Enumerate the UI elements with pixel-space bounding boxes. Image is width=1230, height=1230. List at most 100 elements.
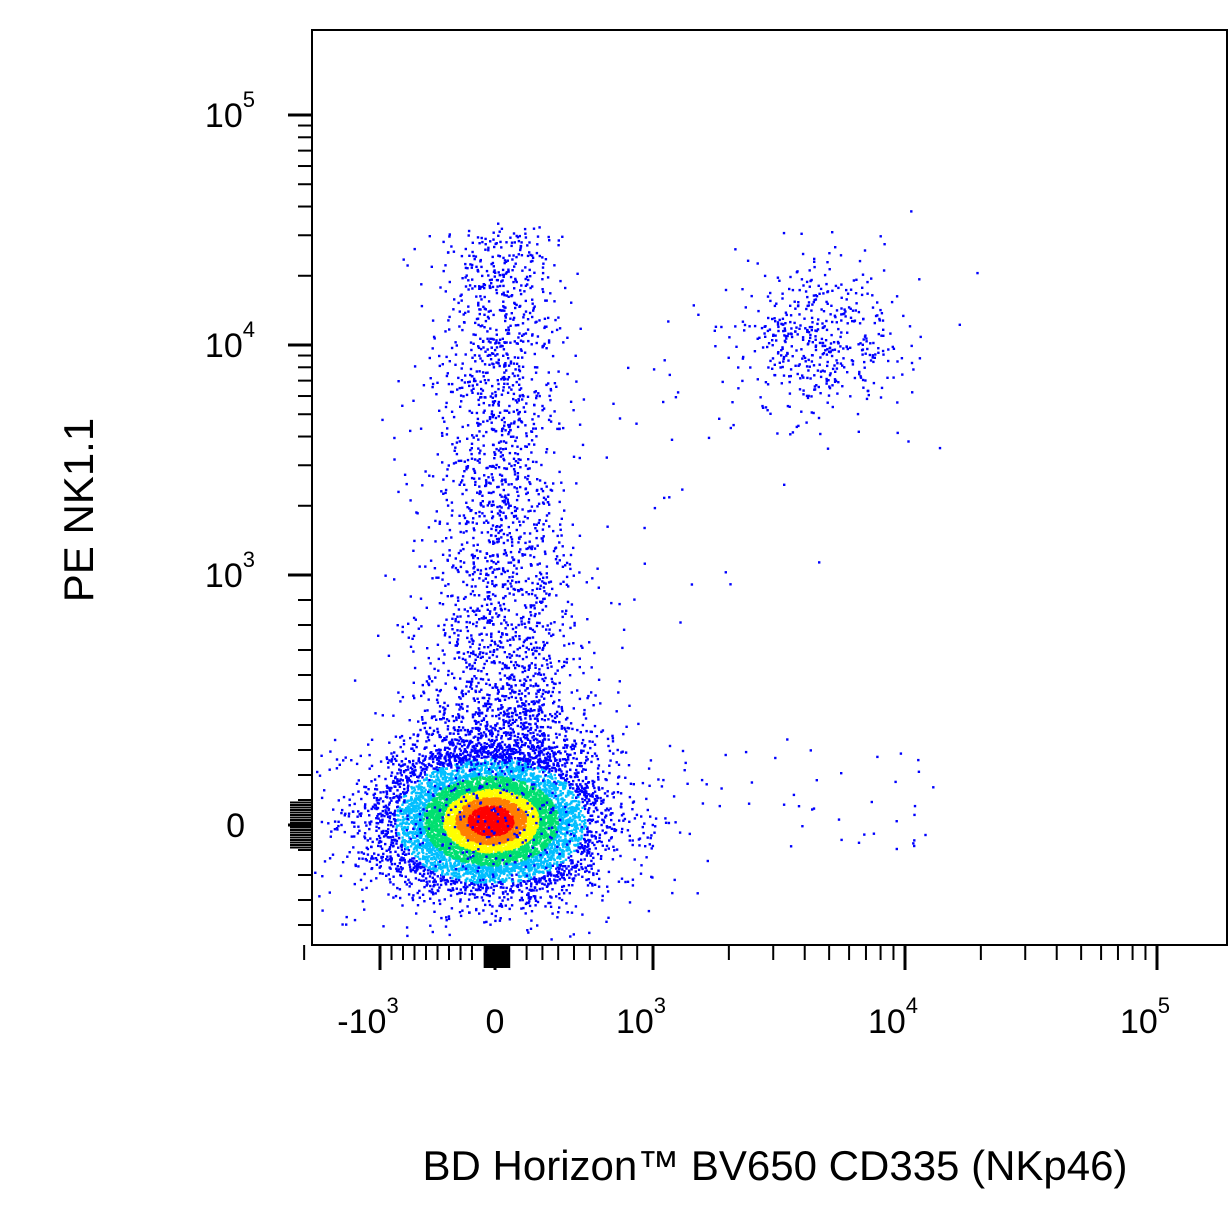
event-dot <box>416 838 420 842</box>
event-dot <box>395 867 398 870</box>
event-dot <box>491 766 494 769</box>
event-dot <box>478 727 481 730</box>
event-dot <box>507 773 510 776</box>
event-dot <box>422 851 425 855</box>
event-dot <box>483 862 487 865</box>
event-dot <box>430 775 433 778</box>
event-dot <box>522 868 526 871</box>
event-dot <box>587 878 590 881</box>
event-dot <box>434 804 438 808</box>
event-dot <box>461 862 464 865</box>
event-dot <box>631 808 634 811</box>
event-dot <box>565 828 569 832</box>
event-dot <box>435 791 438 794</box>
event-dot <box>467 871 470 874</box>
event-dot <box>430 779 433 782</box>
event-dot <box>405 810 408 813</box>
event-dot <box>506 859 509 863</box>
event-dot <box>437 840 440 843</box>
event-dot <box>513 747 516 751</box>
event-dot <box>529 867 532 871</box>
event-dot <box>483 921 486 924</box>
event-dot <box>491 751 494 754</box>
event-dot <box>590 830 593 834</box>
event-dot <box>448 844 451 848</box>
event-dot <box>552 834 555 837</box>
event-dot <box>453 864 456 868</box>
event-dot <box>555 764 559 767</box>
event-dot <box>442 847 446 850</box>
event-dot <box>519 879 523 882</box>
event-dot <box>544 827 547 830</box>
event-dot <box>495 779 498 782</box>
event-dot <box>426 872 430 875</box>
event-dot <box>329 835 332 838</box>
event-dot <box>497 876 500 880</box>
event-dot <box>625 725 628 728</box>
event-dot <box>482 880 485 884</box>
event-dot <box>386 831 390 834</box>
event-dot <box>540 802 543 805</box>
event-dot <box>540 768 544 771</box>
event-dot <box>564 779 567 782</box>
event-dot <box>473 858 476 861</box>
event-dot <box>404 843 407 847</box>
event-dot <box>593 724 597 728</box>
event-dot <box>406 786 409 789</box>
event-dot <box>430 867 433 870</box>
event-dot <box>434 829 438 833</box>
event-dot <box>519 748 522 752</box>
event-dot <box>543 785 546 788</box>
event-dot <box>437 762 440 766</box>
event-dot <box>515 778 519 782</box>
event-dot <box>519 779 523 783</box>
event-dot <box>471 716 475 719</box>
event-dot <box>568 892 571 895</box>
event-dot <box>544 860 547 863</box>
event-dot <box>377 817 380 820</box>
event-dot <box>451 782 455 785</box>
event-dot <box>537 784 541 787</box>
event-dot <box>445 718 449 721</box>
event-dot <box>380 847 384 850</box>
event-dot <box>548 786 551 789</box>
event-dot <box>485 885 489 888</box>
event-dot <box>491 864 494 867</box>
event-dot <box>461 783 464 786</box>
event-dot <box>553 858 556 862</box>
event-dot <box>397 846 400 849</box>
event-dot <box>397 870 400 873</box>
event-dot <box>464 692 467 696</box>
event-dot <box>650 834 653 837</box>
event-dot <box>473 771 477 774</box>
event-dot <box>589 746 592 750</box>
event-dot <box>556 864 559 867</box>
event-dot <box>466 855 470 859</box>
event-dot <box>494 914 497 918</box>
event-dot <box>430 838 433 842</box>
event-dot <box>583 850 586 853</box>
event-dot <box>425 778 428 781</box>
event-dot <box>565 867 568 870</box>
event-dot <box>601 829 604 832</box>
event-dot <box>421 819 425 823</box>
event-dot <box>530 756 533 759</box>
event-dot <box>428 805 431 809</box>
event-dot <box>532 889 535 892</box>
event-dot <box>432 893 435 896</box>
event-dot <box>380 840 383 843</box>
event-dot <box>552 831 556 835</box>
event-dot <box>554 810 557 814</box>
event-dot <box>392 779 395 783</box>
event-dot <box>393 809 397 812</box>
event-dot <box>549 805 552 809</box>
event-dot <box>460 865 464 868</box>
event-dot <box>459 898 462 901</box>
event-dot <box>533 868 536 871</box>
event-dot <box>425 841 429 844</box>
event-dot <box>364 821 367 824</box>
event-dot <box>374 787 377 791</box>
event-dot <box>530 910 534 913</box>
event-dot <box>408 809 412 812</box>
event-dot <box>504 777 507 780</box>
